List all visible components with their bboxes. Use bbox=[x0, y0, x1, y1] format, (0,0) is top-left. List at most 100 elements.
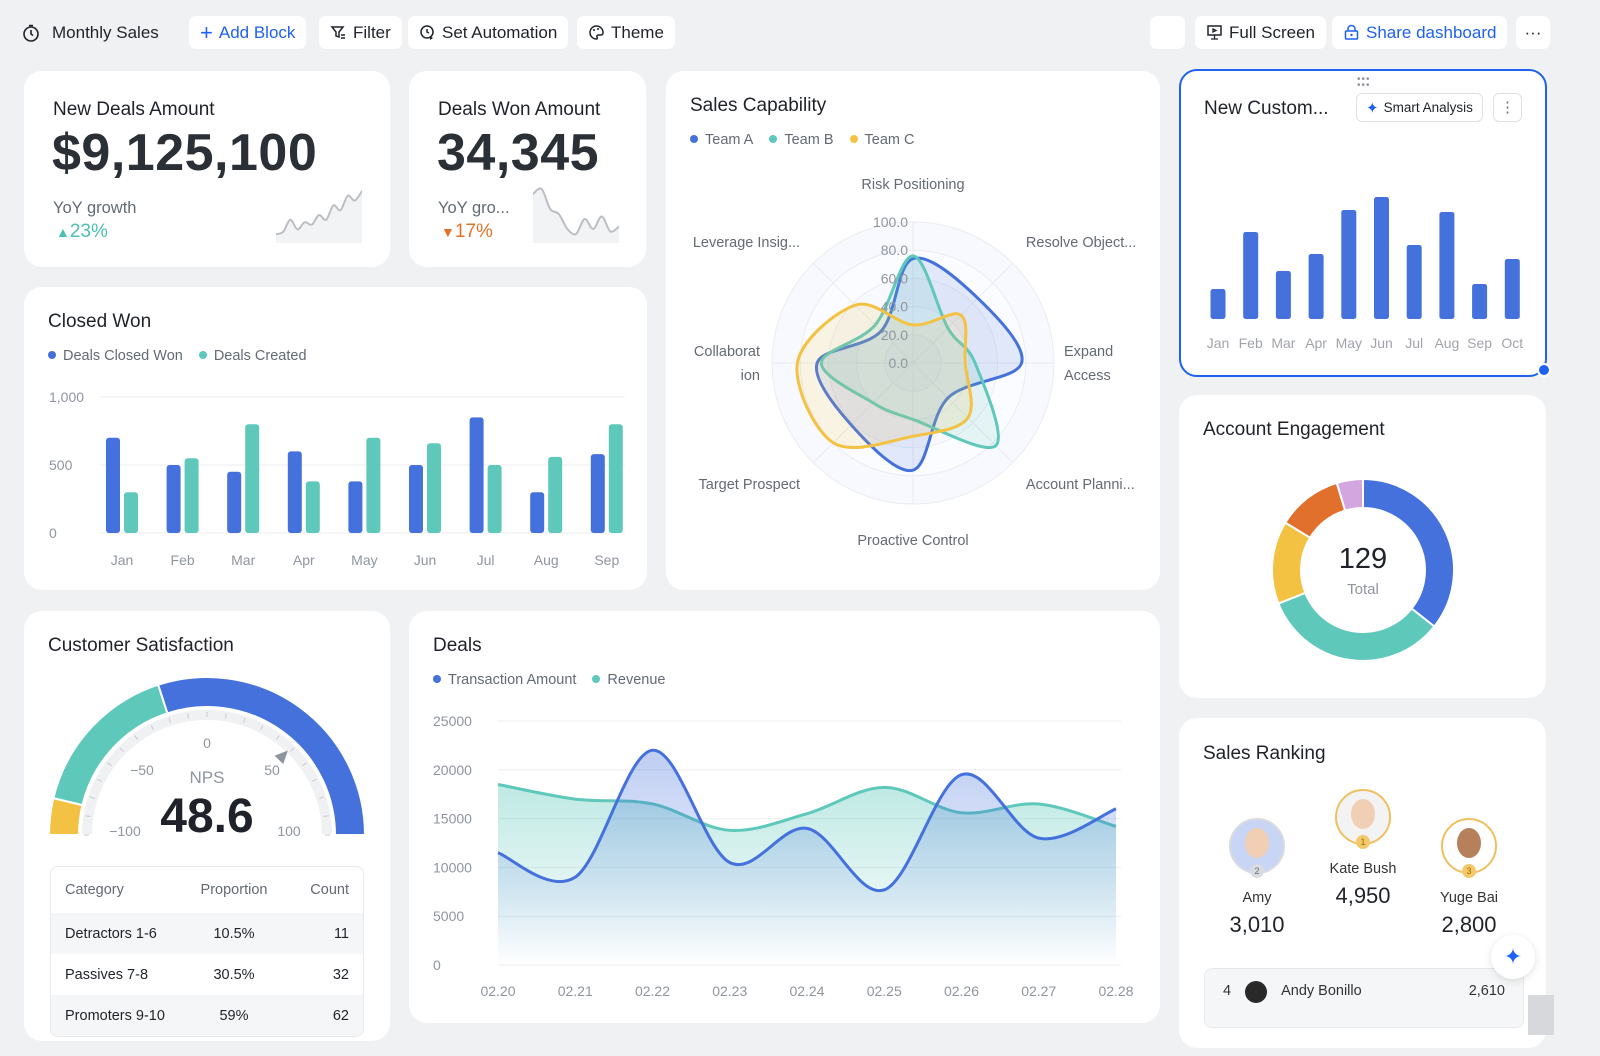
full-screen-button[interactable]: Full Screen bbox=[1195, 16, 1326, 49]
resize-handle[interactable] bbox=[1537, 363, 1551, 377]
ai-assistant-button[interactable]: ✦ bbox=[1491, 935, 1535, 979]
card-title: New Custom... bbox=[1204, 98, 1329, 119]
header-count[interactable]: Count bbox=[310, 882, 349, 898]
bar-mar-created bbox=[245, 424, 260, 533]
set-automation-label: Set Automation bbox=[442, 22, 558, 42]
gauge-tick bbox=[107, 762, 112, 767]
legend-item-transaction[interactable]: Transaction Amount bbox=[433, 672, 576, 688]
deals-card[interactable]: Deals Transaction Amount Revenue 0 5000 10… bbox=[409, 611, 1160, 1023]
cell: Passives 7-8 bbox=[65, 966, 149, 983]
avatar: 3 bbox=[1441, 818, 1497, 878]
gauge-tick bbox=[290, 747, 295, 752]
clock-icon bbox=[23, 24, 39, 42]
axis-label: Account Planni... bbox=[1026, 477, 1135, 493]
x-tick-label: Jul bbox=[1405, 335, 1423, 351]
sparkline-line bbox=[533, 187, 619, 236]
legend-item-created[interactable]: Deals Created bbox=[198, 348, 307, 364]
new-customers-card[interactable]: ••• ••• New Custom... ✦ Smart Analysis ⋮ J… bbox=[1179, 69, 1547, 377]
bar-jun bbox=[1374, 197, 1389, 319]
legend-label: Team C bbox=[864, 132, 915, 148]
add-block-button[interactable]: + Add Block bbox=[189, 16, 307, 49]
y-tick-label: 25000 bbox=[433, 713, 472, 729]
header-category[interactable]: Category bbox=[65, 882, 124, 898]
palette-icon bbox=[589, 25, 604, 40]
table-row: Promoters 9-10 59% 62 bbox=[51, 995, 363, 1036]
filter-button[interactable]: Filter bbox=[319, 16, 402, 49]
kpi-new-deals-card[interactable]: New Deals Amount $9,125,100 YoY growth ▲… bbox=[24, 71, 390, 267]
y-tick-label: 0 bbox=[433, 957, 441, 973]
legend-item-revenue[interactable]: Revenue bbox=[592, 672, 665, 688]
bar-jun-closed-won bbox=[409, 465, 423, 533]
sales-ranking-card[interactable]: Sales Ranking 2 Amy 3,010 1 Kate Bush 4,… bbox=[1179, 718, 1546, 1048]
set-automation-button[interactable]: Set Automation bbox=[408, 16, 569, 49]
bar-may bbox=[1341, 210, 1357, 319]
customer-satisfaction-card[interactable]: Customer Satisfaction −100 −50 0 50 100 NPS … bbox=[24, 611, 390, 1041]
bar-aug-created bbox=[548, 456, 563, 533]
r-tick-label: 40.0 bbox=[881, 299, 908, 315]
y-tick-label: 20000 bbox=[433, 762, 472, 778]
rank-name: Andy Bonillo bbox=[1281, 983, 1362, 999]
avatar: 2 bbox=[1229, 818, 1285, 878]
kpi-label: Deals Won Amount bbox=[438, 99, 601, 120]
avatar bbox=[1245, 981, 1268, 1003]
new-customers-chart: Jan Feb Mar Apr May Jun Jul Aug Sep Oct bbox=[1207, 197, 1523, 351]
x-tick-label: 02.28 bbox=[1098, 983, 1133, 999]
dashboard-title[interactable]: Monthly Sales bbox=[22, 16, 159, 49]
rank-item-2[interactable]: 2 Amy 3,010 bbox=[1202, 818, 1312, 938]
closed-won-card[interactable]: Closed Won Deals Closed Won Deals Create… bbox=[24, 287, 647, 590]
growth-percent: 23% bbox=[69, 221, 108, 242]
x-tick-label: Oct bbox=[1501, 335, 1523, 351]
scrollbar[interactable] bbox=[1528, 995, 1554, 1035]
filter-label: Filter bbox=[353, 22, 391, 42]
gauge-tick-label: −50 bbox=[130, 762, 154, 778]
legend-item-team-c[interactable]: Team C bbox=[849, 132, 915, 148]
nps-value: 48.6 bbox=[160, 790, 254, 843]
x-tick-label: Mar bbox=[231, 552, 255, 568]
x-tick-label: Feb bbox=[1239, 335, 1263, 351]
more-button[interactable]: ··· bbox=[1516, 16, 1550, 49]
rank-badge: 2 bbox=[1250, 864, 1264, 878]
x-tick-label: Sep bbox=[1467, 335, 1492, 351]
donut-chart bbox=[1271, 477, 1455, 662]
y-tick-label: 0 bbox=[49, 525, 57, 541]
kpi-deals-won-card[interactable]: Deals Won Amount 34,345 YoY gro... ▼17% bbox=[409, 71, 646, 267]
account-engagement-card[interactable]: Account Engagement 129 Total bbox=[1179, 395, 1546, 698]
legend-item-closed-won[interactable]: Deals Closed Won bbox=[48, 348, 183, 364]
header-proportion[interactable]: Proportion bbox=[200, 882, 268, 898]
legend-label: Revenue bbox=[607, 672, 666, 688]
legend-item-team-b[interactable]: Team B bbox=[769, 132, 834, 148]
x-tick-label: 02.20 bbox=[480, 983, 515, 999]
gauge-track bbox=[79, 708, 335, 836]
rank-item-3[interactable]: 3 Yuge Bai 2,800 bbox=[1414, 818, 1524, 938]
theme-button[interactable]: Theme bbox=[577, 16, 675, 49]
rank-name: Yuge Bai bbox=[1439, 890, 1499, 906]
x-tick-label: Jul bbox=[477, 552, 495, 568]
share-dashboard-button[interactable]: Share dashboard bbox=[1332, 16, 1508, 49]
gauge-tick-label: −100 bbox=[109, 823, 141, 839]
axis-label: Expand bbox=[1064, 344, 1113, 360]
cell: 10.5% bbox=[213, 925, 255, 942]
bar-sep-closed-won bbox=[590, 454, 605, 533]
rank-list-row[interactable]: 4 Andy Bonillo 2,610 bbox=[1204, 968, 1524, 1028]
axis-label: Target Prospect bbox=[699, 477, 801, 493]
legend-label: Deals Closed Won bbox=[63, 348, 183, 364]
radar-series-team-a bbox=[814, 256, 1024, 472]
gauge-tick bbox=[260, 725, 264, 731]
card-menu-button[interactable]: ⋮ bbox=[1493, 93, 1522, 122]
bar-mar bbox=[1275, 271, 1291, 319]
legend-item-team-a[interactable]: Team A bbox=[690, 132, 753, 148]
legend: Team A Team B Team C bbox=[690, 132, 915, 148]
sales-capability-card[interactable]: Sales Capability Team A Team B Team C 0.… bbox=[666, 71, 1160, 590]
rank-item-1[interactable]: 1 Kate Bush 4,950 bbox=[1308, 789, 1418, 909]
area-transaction bbox=[498, 750, 1116, 965]
drag-handle[interactable]: ••• ••• bbox=[1357, 74, 1371, 91]
r-tick-label: 20.0 bbox=[881, 327, 908, 343]
gauge-tick bbox=[97, 778, 103, 782]
blank-toolbar-button[interactable] bbox=[1150, 16, 1185, 49]
filter-icon bbox=[330, 26, 345, 39]
bar-feb bbox=[1243, 232, 1259, 319]
smart-analysis-button[interactable]: ✦ Smart Analysis bbox=[1356, 93, 1483, 122]
x-tick-label: 02.23 bbox=[712, 983, 747, 999]
theme-label: Theme bbox=[611, 22, 664, 42]
legend: Transaction Amount Revenue bbox=[433, 672, 665, 688]
